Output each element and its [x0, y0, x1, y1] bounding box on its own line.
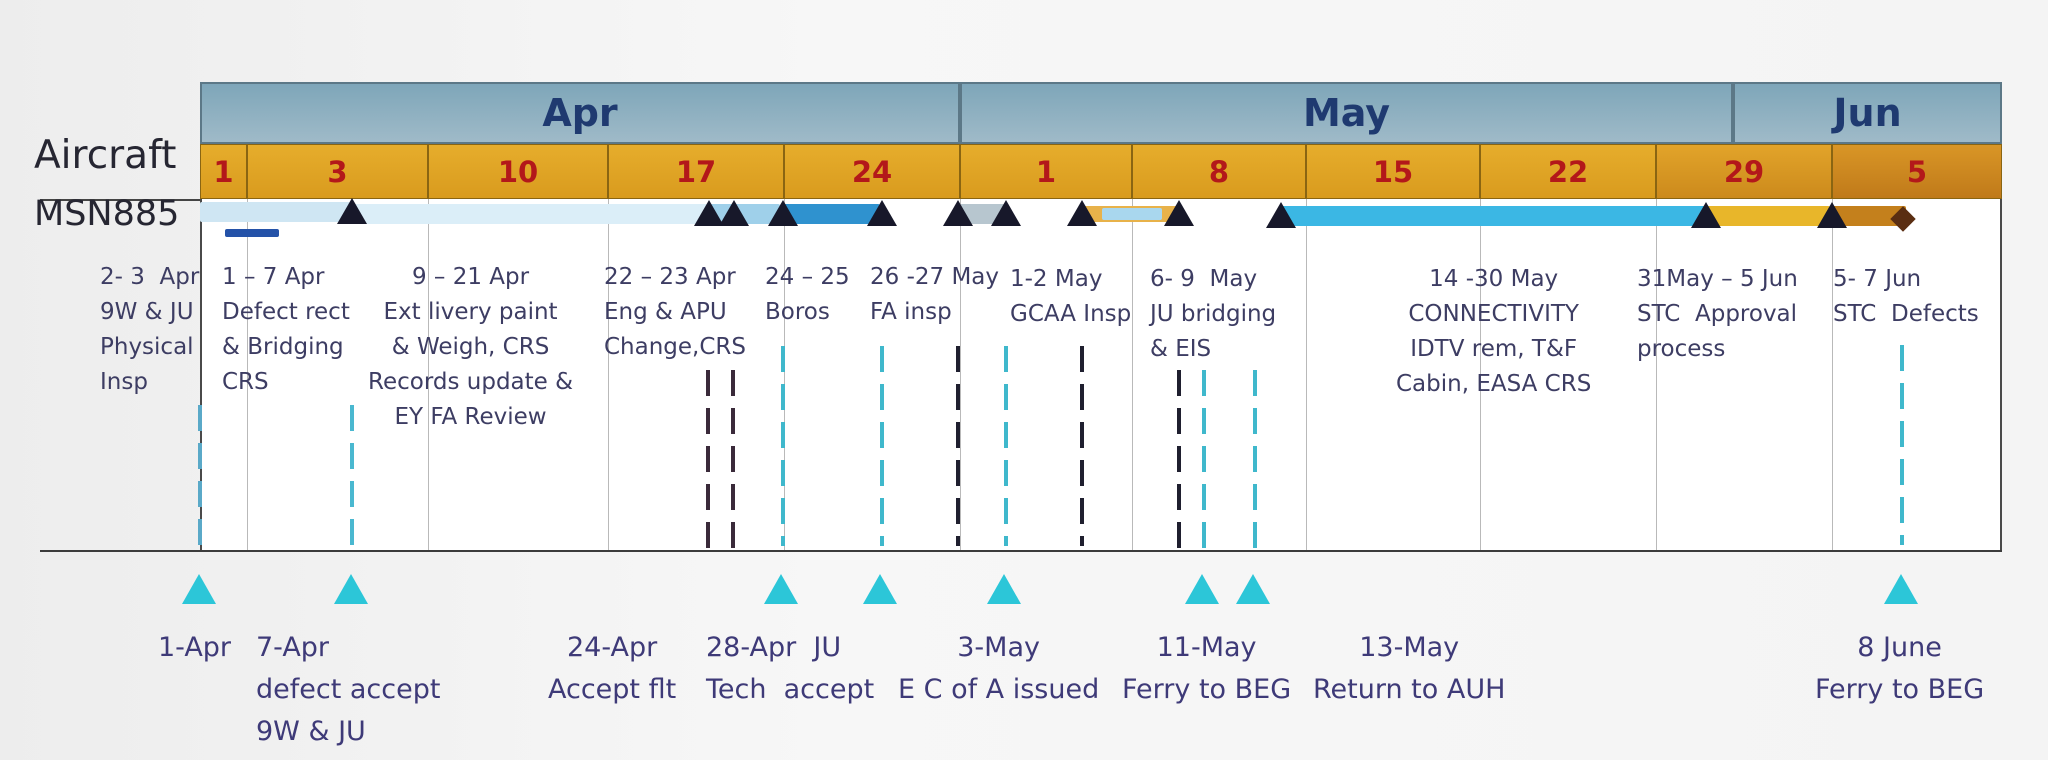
activity-bar: [200, 202, 350, 222]
gridline: [1656, 199, 1657, 550]
activity-label: 22 – 23 Apr Eng & APU Change,CRS: [604, 264, 747, 360]
drop-line: [1177, 370, 1181, 550]
gridline: [608, 199, 609, 550]
drop-line: [706, 370, 710, 550]
drop-line: [198, 405, 202, 545]
gridline: [1832, 199, 1833, 550]
gridline: [1480, 199, 1481, 550]
week-cell: 1: [200, 144, 247, 199]
milestone-marker: [334, 574, 368, 604]
aircraft-row-label: Aircraft: [34, 133, 177, 178]
milestone-label: 28-Apr JU Tech accept: [706, 632, 875, 705]
activity-label: 1-2 May GCAA Insp: [1010, 266, 1132, 327]
activity-marker: [991, 200, 1021, 226]
drop-line: [1253, 370, 1257, 550]
month-jun: Jun: [1733, 82, 2002, 144]
week-cell: 24: [784, 144, 960, 199]
activity-marker: [1164, 200, 1194, 226]
activity-label: 9 – 21 Apr Ext livery paint & Weigh, CRS…: [368, 264, 574, 430]
msn-row-label: MSN885: [34, 194, 180, 234]
activity-marker: [1817, 202, 1847, 228]
activity-marker: [943, 200, 973, 226]
activity-bar: [1102, 208, 1162, 220]
gridline: [247, 199, 248, 550]
activity-marker: [768, 200, 798, 226]
drop-line: [350, 405, 354, 545]
activity-label: 5- 7 Jun STC Defects: [1833, 266, 1979, 327]
activity-label: 26 -27 May FA insp: [870, 264, 1000, 325]
gridline: [1306, 199, 1307, 550]
gridline: [1132, 199, 1133, 550]
activity-marker: [719, 200, 749, 226]
milestone-marker: [863, 574, 897, 604]
drop-line: [1080, 346, 1084, 546]
activity-label: 31May – 5 Jun STC Approval process: [1637, 266, 1798, 362]
activity-marker: [1691, 202, 1721, 228]
week-cell: 10: [428, 144, 608, 199]
week-cell: 8: [1132, 144, 1306, 199]
activity-bar: [780, 204, 880, 224]
milestone-marker: [182, 574, 216, 604]
milestone-marker: [1185, 574, 1219, 604]
activity-bar: [1280, 206, 1706, 226]
week-cell: 1: [960, 144, 1132, 199]
activity-marker: [1266, 202, 1296, 228]
drop-line: [956, 346, 960, 546]
drop-line: [1900, 345, 1904, 545]
activity-bar: [350, 204, 710, 224]
week-cell: 3: [247, 144, 428, 199]
drop-line: [880, 346, 884, 546]
gridline: [428, 199, 429, 550]
activity-label: 1 – 7 Apr Defect rect & Bridging CRS: [222, 264, 350, 395]
milestone-marker: [764, 574, 798, 604]
activity-label: 6- 9 May JU bridging & EIS: [1150, 266, 1277, 362]
activity-label: 24 – 25 Boros: [765, 264, 850, 325]
baseline: [40, 550, 2002, 552]
drop-line: [781, 346, 785, 546]
milestone-label: 3-May E C of A issued: [898, 632, 1100, 705]
milestone-label: 24-Apr Accept flt: [548, 632, 677, 705]
week-cell: 22: [1480, 144, 1656, 199]
activity-marker: [1067, 200, 1097, 226]
week-cell: 29: [1656, 144, 1832, 199]
milestone-label: 8 June Ferry to BEG: [1815, 632, 1985, 705]
activity-marker: [337, 198, 367, 224]
drop-line: [731, 370, 735, 550]
activity-label: 2- 3 Apr 9W & JU Physical Insp: [100, 264, 200, 395]
activity-marker: [867, 200, 897, 226]
drop-line: [1202, 370, 1206, 550]
week-cell: 5: [1832, 144, 2002, 199]
milestone-marker: [987, 574, 1021, 604]
gridline: [960, 199, 961, 550]
activity-bar: [1706, 206, 1830, 226]
milestone-label: 13-May Return to AUH: [1313, 632, 1506, 705]
activity-bar: [1830, 206, 1906, 226]
milestone-label: 1-Apr: [158, 632, 232, 663]
drop-line: [1004, 346, 1008, 546]
milestone-marker: [1884, 574, 1918, 604]
week-cell: 17: [608, 144, 784, 199]
milestone-marker: [1236, 574, 1270, 604]
activity-bar: [225, 229, 279, 237]
milestone-label: 7-Apr defect accept 9W & JU: [256, 632, 441, 747]
row-separator: [40, 199, 200, 201]
activity-label: 14 -30 May CONNECTIVITY IDTV rem, T&F Ca…: [1396, 266, 1592, 397]
month-may: May: [960, 82, 1733, 144]
week-cell: 15: [1306, 144, 1480, 199]
milestone-label: 11-May Ferry to BEG: [1122, 632, 1292, 705]
month-apr: Apr: [200, 82, 960, 144]
